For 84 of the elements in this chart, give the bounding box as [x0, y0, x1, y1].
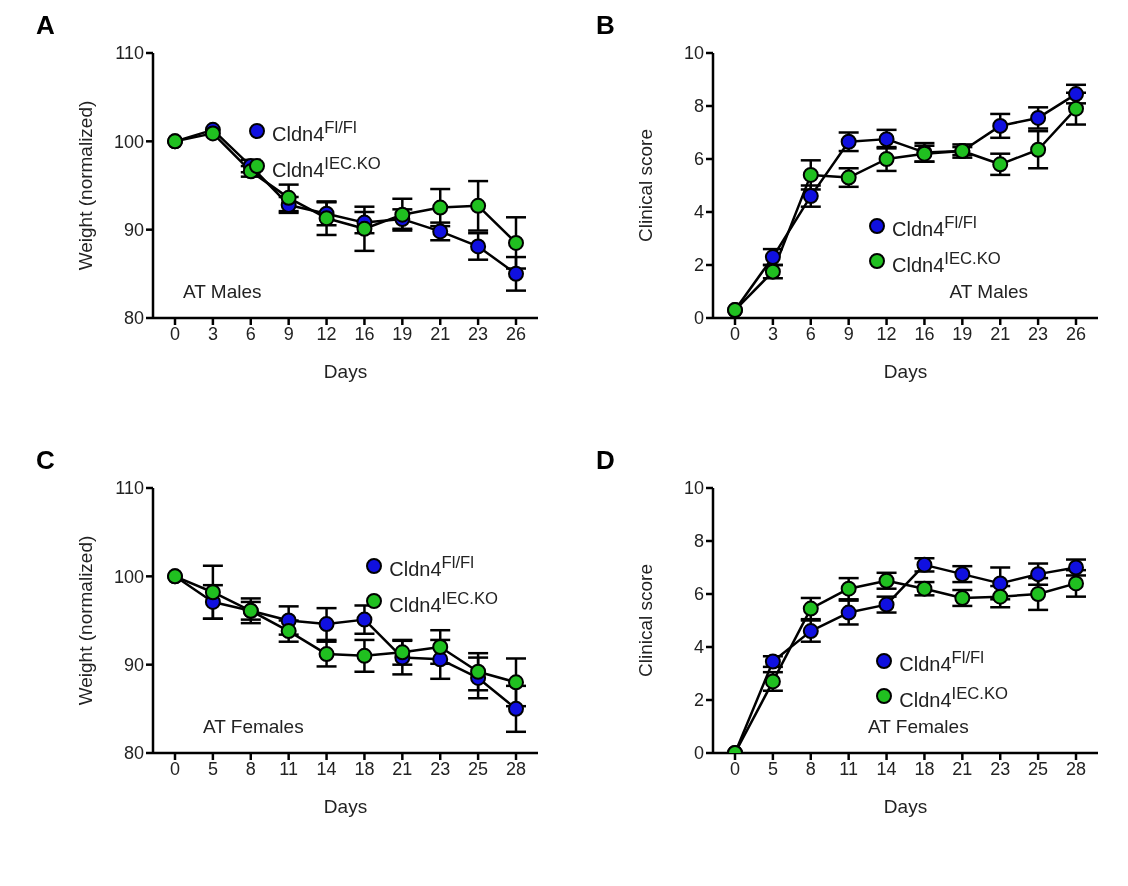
chart-title: D [596, 445, 615, 476]
y-tick-label: 90 [123, 655, 144, 676]
x-tick-label: 21 [990, 323, 1011, 344]
y-tick-label: 6 [693, 584, 704, 605]
x-tick-label: 0 [729, 323, 741, 344]
x-tick-label: 25 [468, 758, 489, 779]
y-tick-label: 4 [693, 637, 704, 658]
x-tick-label: 23 [990, 758, 1011, 779]
y-tick-label: 0 [693, 743, 704, 764]
annotation: AT Males [949, 281, 1028, 303]
x-tick-label: 5 [207, 758, 218, 779]
y-axis-title: Weight (normalized) [74, 100, 96, 271]
y-tick-label: 100 [113, 131, 144, 152]
x-tick-label: 0 [169, 323, 181, 344]
y-tick-label: 8 [693, 531, 704, 552]
chart-title: C [36, 445, 55, 476]
annotation: AT Females [868, 716, 969, 738]
x-tick-label: 28 [505, 758, 527, 779]
x-tick-label: 19 [392, 323, 413, 344]
x-tick-label: 14 [316, 758, 337, 779]
y-tick-label: 80 [123, 308, 144, 329]
x-tick-label: 25 [1028, 758, 1049, 779]
legend-label: Cldn4$^{IEC.KO}$ [892, 247, 1001, 278]
y-tick-label: 10 [683, 43, 704, 64]
x-tick-label: 16 [914, 323, 935, 344]
y-tick-label: 0 [693, 308, 704, 329]
x-tick-label: 26 [1065, 323, 1087, 344]
chart-title: B [596, 10, 615, 41]
x-tick-label: 9 [283, 323, 294, 344]
x-axis-title: Days [883, 796, 928, 817]
x-tick-label: 8 [805, 758, 816, 779]
x-tick-label: 6 [245, 323, 256, 344]
x-tick-label: 21 [392, 758, 413, 779]
legend-label: Cldn4$^{Fl/Fl}$ [389, 552, 474, 582]
x-tick-label: 12 [316, 323, 337, 344]
y-tick-label: 10 [683, 478, 704, 499]
x-tick-label: 5 [767, 758, 778, 779]
x-tick-label: 0 [169, 758, 181, 779]
x-tick-label: 28 [1065, 758, 1087, 779]
y-axis-title: Clinical score [634, 564, 656, 677]
x-tick-label: 8 [245, 758, 256, 779]
chart-title: A [36, 10, 55, 41]
y-tick-label: 2 [693, 690, 704, 711]
x-tick-label: 3 [767, 323, 778, 344]
x-tick-label: 16 [354, 323, 375, 344]
x-tick-label: 11 [279, 758, 299, 779]
legend-label: Cldn4$^{IEC.KO}$ [389, 587, 498, 618]
x-tick-label: 23 [430, 758, 451, 779]
legend-label: Cldn4$^{IEC.KO}$ [272, 152, 381, 183]
x-tick-label: 12 [876, 323, 897, 344]
x-tick-label: 3 [207, 323, 218, 344]
x-axis-title: Days [323, 361, 368, 382]
x-tick-label: 26 [505, 323, 527, 344]
x-axis-title: Days [883, 361, 928, 382]
x-tick-label: 9 [843, 323, 854, 344]
x-tick-label: 11 [839, 758, 859, 779]
x-tick-label: 0 [729, 758, 741, 779]
legend-label: Cldn4$^{Fl/Fl}$ [272, 117, 357, 147]
y-tick-label: 90 [123, 220, 144, 241]
y-tick-label: 8 [693, 96, 704, 117]
y-tick-label: 6 [693, 149, 704, 170]
y-tick-label: 2 [693, 255, 704, 276]
x-tick-label: 23 [468, 323, 489, 344]
legend-label: Cldn4$^{IEC.KO}$ [899, 682, 1008, 713]
y-tick-label: 80 [123, 743, 144, 764]
x-tick-label: 21 [952, 758, 973, 779]
x-tick-label: 14 [876, 758, 897, 779]
x-tick-label: 6 [805, 323, 816, 344]
x-tick-label: 18 [354, 758, 375, 779]
y-tick-label: 110 [115, 43, 144, 64]
x-tick-label: 21 [430, 323, 451, 344]
x-tick-label: 19 [952, 323, 973, 344]
x-tick-label: 18 [914, 758, 935, 779]
x-axis-title: Days [323, 796, 368, 817]
y-tick-label: 4 [693, 202, 704, 223]
legend-label: Cldn4$^{Fl/Fl}$ [892, 212, 977, 242]
y-tick-label: 110 [115, 478, 144, 499]
annotation: AT Females [203, 716, 304, 738]
annotation: AT Males [183, 281, 262, 303]
y-axis-title: Weight (normalized) [74, 535, 96, 706]
y-axis-title: Clinical score [634, 129, 656, 242]
x-tick-label: 23 [1028, 323, 1049, 344]
legend-label: Cldn4$^{Fl/Fl}$ [899, 647, 984, 677]
y-tick-label: 100 [113, 566, 144, 587]
